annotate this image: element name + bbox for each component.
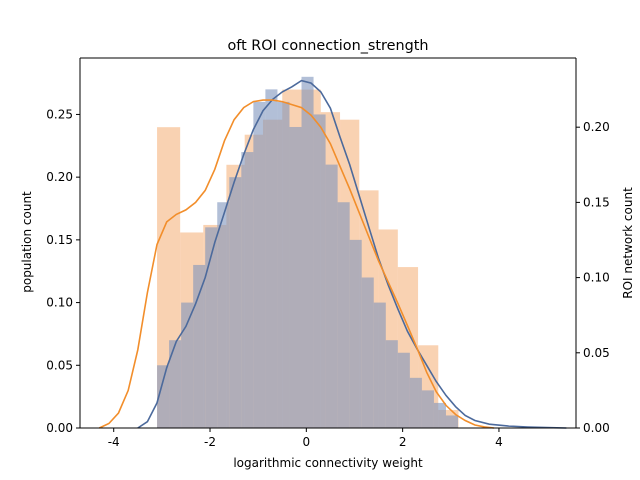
y-left-tick-label: 0.10: [46, 296, 73, 310]
y-left-tick-label: 0.25: [46, 107, 73, 121]
kde-curves: [98, 79, 567, 429]
blue-histogram-bar: [265, 89, 278, 429]
blue-histogram-bar: [373, 302, 386, 428]
axes-frame: [79, 57, 577, 429]
blue-histogram-bar: [385, 340, 398, 428]
blue-histogram-bar: [445, 415, 459, 428]
y-left-tick-label: 0.05: [46, 358, 73, 372]
y-right-tick-label: 0.20: [583, 120, 610, 134]
blue-histogram-bar: [421, 390, 434, 428]
blue-histogram-bar: [397, 352, 410, 428]
y-right-tick-label: 0.10: [583, 271, 610, 285]
blue-histogram-bar: [205, 227, 218, 428]
blue-histogram-bar: [229, 177, 242, 428]
orange-kde-line: [98, 99, 495, 429]
blue-histogram-bar: [277, 101, 290, 428]
blue-histogram-bar: [253, 101, 266, 428]
blue-histogram-bar: [409, 377, 422, 428]
x-axis-label: logarithmic connectivity weight: [233, 456, 423, 470]
blue-kde-line: [137, 79, 567, 429]
blue-histogram-bar: [157, 365, 170, 428]
y-left-tick-label: 0.20: [46, 170, 73, 184]
blue-histogram-bar: [313, 114, 326, 429]
blue-histogram-bar: [181, 302, 194, 428]
blue-histogram-bar: [241, 152, 254, 428]
y-right-tick-label: 0.15: [583, 195, 610, 209]
x-tick-label: -4: [108, 435, 120, 449]
y-axis-label-left: population count: [20, 191, 34, 293]
blue-histogram-bar: [193, 264, 206, 428]
y-left-tick-label: 0.15: [46, 233, 73, 247]
blue-histogram-bar: [433, 402, 446, 428]
blue-histogram-bar: [217, 202, 230, 428]
y-right-tick-label: 0.05: [583, 346, 610, 360]
chart-title: oft ROI connection_strength: [227, 38, 428, 54]
blue-histogram-bar: [337, 202, 350, 428]
y-left-tick-label: 0.00: [46, 421, 73, 435]
blue-histogram-bar: [301, 76, 314, 428]
blue-histogram-bar: [349, 239, 362, 428]
blue-histogram-bars: [157, 76, 459, 429]
blue-histogram-bar: [361, 277, 374, 428]
x-tick-label: 0: [303, 435, 311, 449]
x-tick-label: 4: [495, 435, 503, 449]
y-right-tick-label: 0.00: [583, 421, 610, 435]
blue-histogram-bar: [289, 126, 302, 429]
blue-histogram-bar: [169, 340, 182, 428]
blue-histogram-bar: [325, 164, 338, 428]
x-tick-label: 2: [399, 435, 407, 449]
y-axis-label-right: ROI network count: [621, 187, 635, 299]
axis-ticks: -4 -2 0 2 4 0.00 0.05 0.10 0.15 0.20 0.25 0.00 0.05 0…: [46, 107, 609, 449]
x-tick-label: -2: [204, 435, 216, 449]
